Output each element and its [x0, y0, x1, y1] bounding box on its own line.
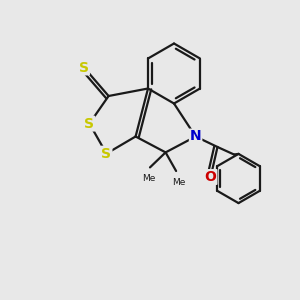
Text: S: S: [79, 61, 89, 74]
Text: S: S: [101, 147, 112, 160]
Text: N: N: [190, 130, 201, 143]
Text: O: O: [205, 170, 217, 184]
Text: Me: Me: [172, 178, 186, 187]
Text: Me: Me: [142, 174, 155, 183]
Text: S: S: [84, 117, 94, 130]
